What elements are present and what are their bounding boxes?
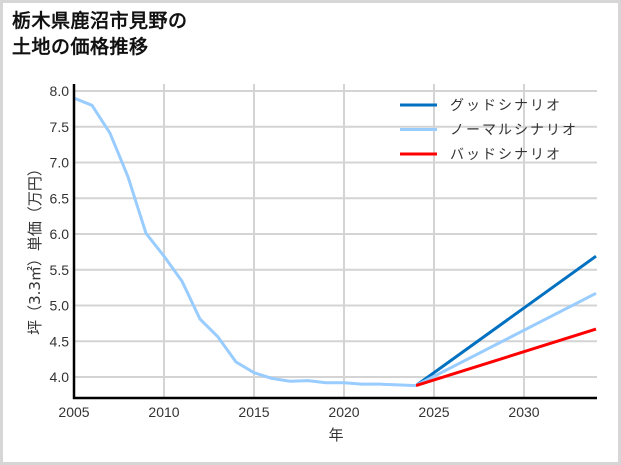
y-tick-label: 5.0 bbox=[50, 298, 70, 314]
x-tick-label: 2005 bbox=[58, 404, 89, 420]
data-lines bbox=[73, 96, 597, 388]
legend-label: バッドシナリオ bbox=[450, 147, 562, 163]
y-tick-label: 5.5 bbox=[50, 262, 70, 278]
x-tick-label: 2030 bbox=[508, 404, 539, 420]
series-line bbox=[415, 254, 597, 387]
chart-title: 栃木県鹿沼市見野の 土地の価格推移 bbox=[12, 8, 188, 60]
y-tick-label: 7.0 bbox=[50, 155, 70, 171]
legend-label: ノーマルシナリオ bbox=[450, 123, 578, 139]
legend-label: グッドシナリオ bbox=[450, 98, 562, 114]
x-tick-labels: 2005 2010 2015 2020 2025 2030 bbox=[58, 404, 539, 420]
x-tick-label: 2020 bbox=[328, 404, 359, 420]
series-line bbox=[415, 292, 597, 387]
y-tick-label: 6.0 bbox=[50, 226, 70, 242]
x-tick-label: 2025 bbox=[418, 404, 449, 420]
x-tick-label: 2015 bbox=[238, 404, 269, 420]
y-tick-label: 7.5 bbox=[50, 119, 70, 135]
y-tick-labels: 4.0 4.5 5.0 5.5 6.0 6.5 7.0 7.5 8.0 bbox=[50, 83, 70, 385]
axes bbox=[72, 84, 597, 400]
chart-title-line2: 土地の価格推移 bbox=[12, 36, 149, 58]
chart-title-line1: 栃木県鹿沼市見野の bbox=[12, 10, 188, 32]
gridlines bbox=[74, 84, 597, 398]
series-line bbox=[73, 96, 417, 388]
y-tick-label: 6.5 bbox=[50, 190, 70, 206]
y-tick-label: 4.5 bbox=[50, 333, 70, 349]
y-tick-label: 8.0 bbox=[50, 83, 70, 99]
y-tick-label: 4.0 bbox=[50, 369, 70, 385]
x-tick-label: 2010 bbox=[148, 404, 179, 420]
y-axis-label: 坪（3.3㎡）単価（万円） bbox=[26, 161, 44, 335]
series-line bbox=[415, 327, 597, 388]
x-axis-label: 年 bbox=[328, 426, 343, 444]
